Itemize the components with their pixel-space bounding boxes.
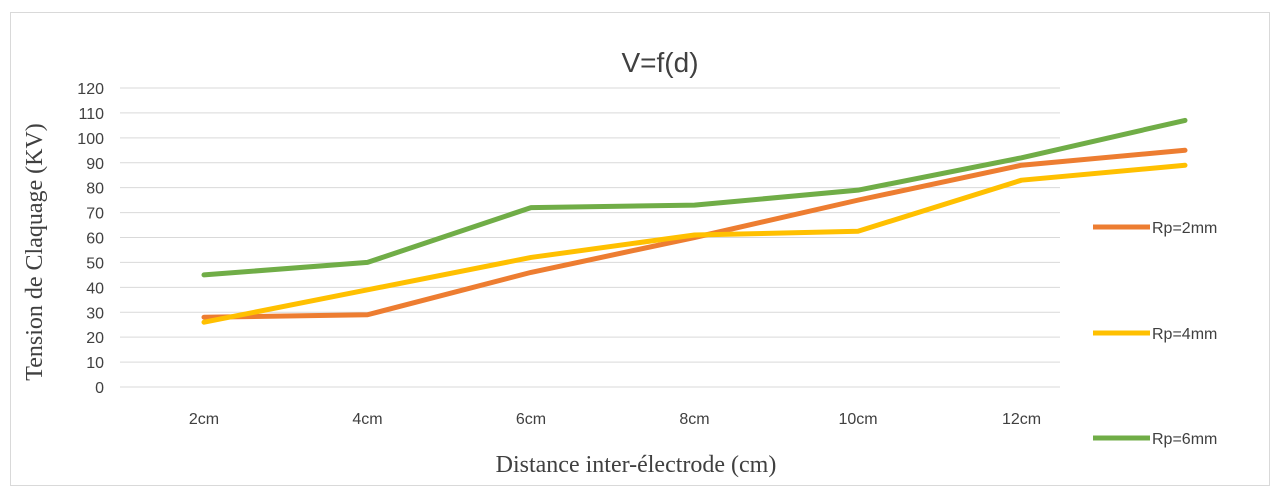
y-tick-label: 120 xyxy=(77,81,104,98)
y-axis-ticks: 0 10 20 30 40 50 60 70 80 90 100 110 120 xyxy=(77,81,104,397)
y-tick-label: 80 xyxy=(86,181,104,198)
x-axis-ticks: 2cm 4cm 6cm 8cm 10cm 12cm xyxy=(189,411,1041,428)
legend-item: Rp=2mm xyxy=(1093,220,1217,237)
x-tick-label: 12cm xyxy=(1002,411,1041,428)
y-tick-label: 50 xyxy=(86,255,104,272)
series-line-rp-4mm xyxy=(201,162,1188,325)
y-tick-label: 10 xyxy=(86,355,104,372)
y-tick-label: 90 xyxy=(86,156,104,173)
legend-label: Rp=2mm xyxy=(1152,220,1217,237)
y-tick-label: 0 xyxy=(95,380,104,397)
y-tick-label: 20 xyxy=(86,330,104,347)
legend: Rp=2mm Rp=4mm Rp=6mm xyxy=(1093,220,1217,448)
legend-item: Rp=4mm xyxy=(1093,326,1217,343)
gridlines xyxy=(120,87,1060,388)
chart-title: V=f(d) xyxy=(621,47,698,78)
legend-label: Rp=6mm xyxy=(1152,431,1217,448)
y-tick-label: 40 xyxy=(86,280,104,297)
x-axis-label: Distance inter-électrode (cm) xyxy=(496,452,777,478)
x-tick-label: 2cm xyxy=(189,411,219,428)
series-line-rp-6mm xyxy=(201,117,1188,278)
y-tick-label: 110 xyxy=(78,106,104,123)
y-tick-label: 70 xyxy=(86,206,104,223)
x-tick-label: 6cm xyxy=(516,411,546,428)
y-axis-label: Tension de Claquage (KV) xyxy=(22,123,48,381)
x-tick-label: 10cm xyxy=(838,411,877,428)
x-tick-label: 8cm xyxy=(679,411,709,428)
y-tick-label: 60 xyxy=(86,231,104,248)
series-lines xyxy=(201,117,1188,325)
y-tick-label: 30 xyxy=(86,305,104,322)
legend-item: Rp=6mm xyxy=(1093,431,1217,448)
y-tick-label: 100 xyxy=(77,131,104,148)
x-tick-label: 4cm xyxy=(352,411,382,428)
legend-label: Rp=4mm xyxy=(1152,326,1217,343)
